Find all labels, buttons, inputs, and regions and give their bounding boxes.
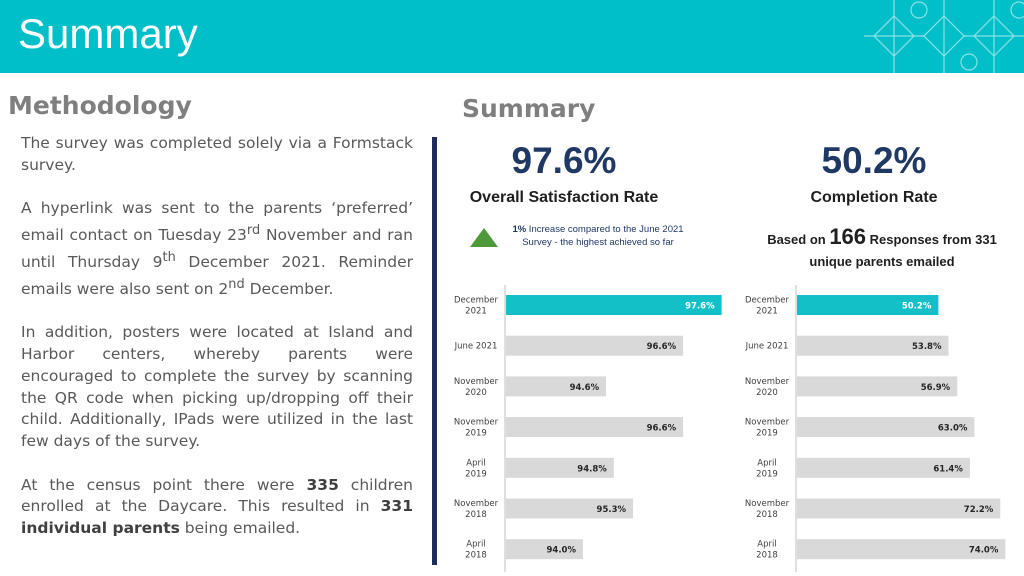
- text-run: 331 individual parents: [21, 497, 413, 538]
- bar: [797, 417, 975, 438]
- text-run: Increase compared to the June 2021 Surve…: [522, 224, 684, 248]
- text-run: The survey was completed solely via a Fo…: [21, 134, 413, 174]
- text-run: In addition, posters were located at Isl…: [21, 323, 413, 451]
- value-label: 72.2%: [964, 505, 994, 515]
- text-run: children enrolled at the Daycare. This r…: [21, 475, 413, 516]
- section-heading: Methodology: [8, 91, 192, 120]
- bar: [797, 539, 1006, 560]
- header-title: Summary: [18, 10, 198, 57]
- value-label: 50.2%: [902, 302, 932, 312]
- text-run: 166: [829, 224, 867, 249]
- methodology-text: The survey was completed solely via a Fo…: [21, 133, 413, 561]
- category-label: December 2021: [454, 296, 499, 317]
- category-label: November 2018: [454, 499, 499, 520]
- text-run: December.: [244, 279, 334, 298]
- text-run: November and ran until Thursday 9: [21, 226, 413, 271]
- kpi-value: 50.2%: [821, 140, 927, 181]
- value-label: 74.0%: [969, 546, 999, 556]
- text-run: December 2021. Reminder emails were also…: [21, 253, 413, 298]
- category-label: November 2019: [454, 418, 499, 439]
- value-label: 56.9%: [921, 383, 951, 393]
- category-label: April 2019: [465, 458, 487, 479]
- category-label: November 2018: [745, 499, 790, 520]
- text-run: Based on: [767, 232, 830, 247]
- value-label: 94.6%: [570, 383, 600, 393]
- value-label: 96.6%: [647, 342, 677, 352]
- text-run: At the census point there were: [21, 475, 307, 494]
- divider: [432, 137, 437, 565]
- up-arrow: [470, 228, 498, 247]
- bar: [506, 295, 722, 315]
- value-label: 63.0%: [938, 424, 968, 434]
- paragraph: In addition, posters were located at Isl…: [21, 322, 413, 453]
- bar: [797, 295, 939, 315]
- bar: [797, 376, 958, 397]
- value-label: 53.8%: [912, 342, 942, 352]
- bar: [506, 498, 634, 519]
- category-label: June 2021: [454, 342, 498, 352]
- bar: [506, 539, 583, 560]
- value-label: 61.4%: [933, 464, 963, 474]
- paragraph: A hyperlink was sent to the parents ‘pre…: [21, 198, 413, 301]
- kpi-value: 97.6%: [511, 140, 617, 181]
- kpi-label: Overall Satisfaction Rate: [469, 189, 659, 206]
- text-run: Responses from 331 unique parents emaile…: [809, 232, 997, 269]
- bar: [797, 457, 970, 478]
- kpi-note: Based on 166 Responses from 331 unique p…: [762, 226, 1002, 273]
- category-label: November 2020: [454, 377, 499, 398]
- kpi-label: Completion Rate: [810, 189, 938, 206]
- kpi-note: 1% Increase compared to the June 2021 Su…: [503, 223, 693, 249]
- paragraph: The survey was completed solely via a Fo…: [21, 133, 413, 177]
- bar: [797, 498, 1001, 519]
- text-run: 335: [306, 475, 339, 494]
- bar: [506, 335, 684, 356]
- category-label: November 2019: [745, 418, 790, 439]
- header-bar: Summary: [0, 0, 1024, 73]
- category-label: April 2019: [756, 458, 778, 479]
- text-run: rd: [246, 222, 261, 238]
- text-run: being emailed.: [179, 519, 301, 538]
- bar: [797, 335, 949, 356]
- category-label: April 2018: [756, 540, 778, 561]
- section-heading: Summary: [462, 94, 596, 123]
- category-label: November 2020: [745, 377, 790, 398]
- text-run: th: [162, 249, 176, 265]
- paragraph: At the census point there were 335 child…: [21, 475, 413, 540]
- bar: [506, 376, 607, 397]
- text-run: A hyperlink was sent to the parents ‘pre…: [21, 199, 413, 245]
- category-label: June 2021: [745, 342, 789, 352]
- category-label: December 2021: [745, 296, 790, 317]
- value-label: 94.8%: [577, 464, 607, 474]
- text-run: nd: [228, 276, 245, 292]
- value-label: 96.6%: [647, 424, 677, 434]
- value-label: 97.6%: [685, 302, 715, 312]
- value-label: 94.0%: [547, 546, 577, 556]
- bar: [506, 417, 684, 438]
- decor-pattern: [864, 0, 1024, 73]
- bar: [506, 457, 614, 478]
- category-label: April 2018: [465, 540, 487, 561]
- value-label: 95.3%: [597, 505, 627, 515]
- text-run: 1%: [512, 224, 527, 235]
